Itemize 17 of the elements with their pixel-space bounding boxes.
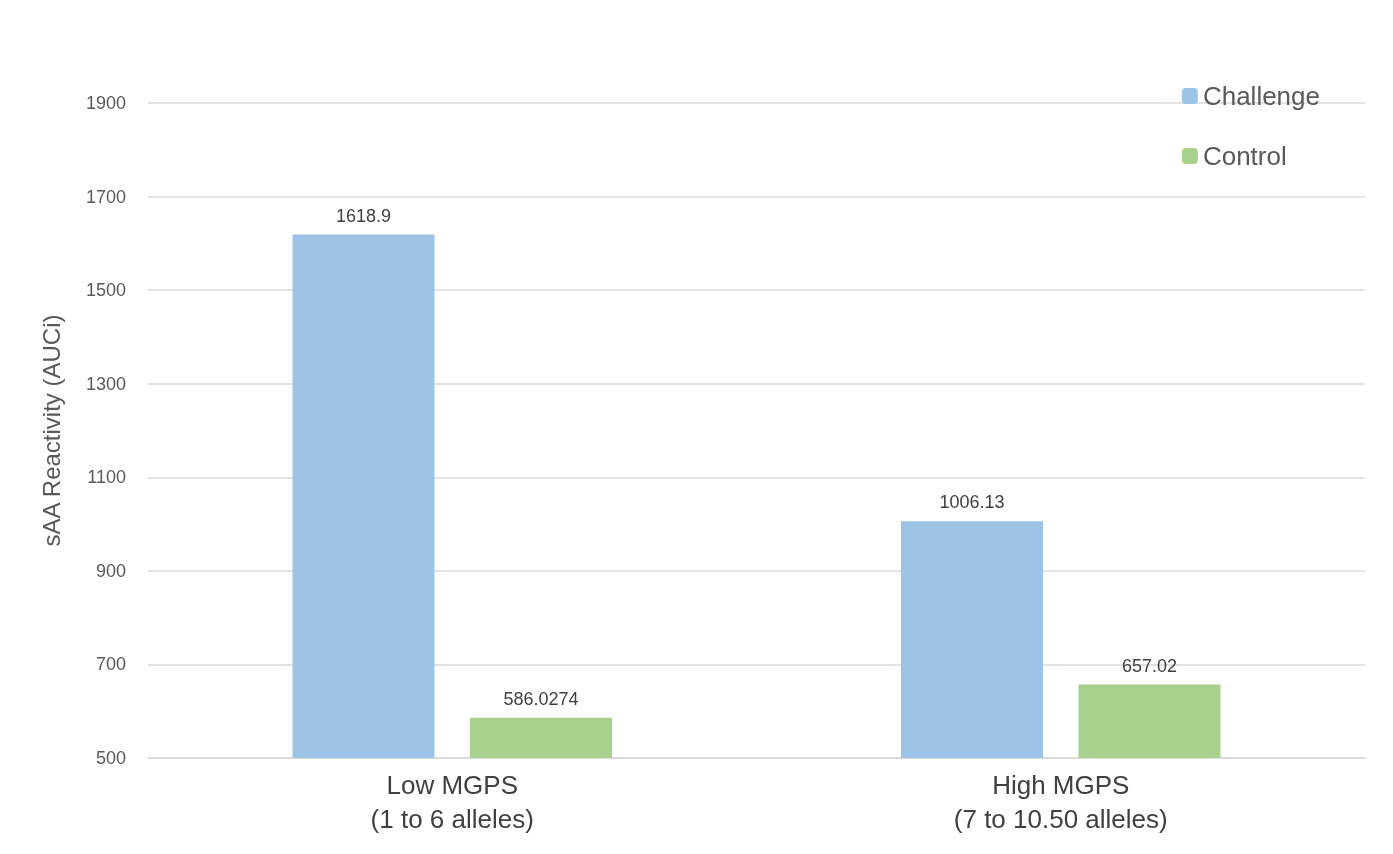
- y-tick-label: 1900: [85, 93, 126, 113]
- data-label: 1006.13: [939, 492, 1005, 513]
- x-tick-label: Low MGPS (1 to 6 alleles): [370, 770, 534, 834]
- y-axis-title: sAA Reactivity (AUCi): [37, 314, 65, 547]
- data-label: 1618.9: [335, 205, 392, 226]
- y-tick-label: 500: [95, 748, 126, 768]
- y-tick-label: 1700: [85, 186, 126, 207]
- data-label: 586.0274: [503, 688, 579, 709]
- data-label: 657.02: [1121, 655, 1178, 676]
- x-tick-label: High MGPS (7 to 10.50 alleles): [953, 770, 1168, 834]
- y-tick-label: 1300: [85, 373, 126, 394]
- y-tick-label: 900: [95, 560, 126, 581]
- y-tick-label: 1100: [87, 467, 126, 488]
- legend-label: Challenge: [1202, 81, 1320, 111]
- legend-label: Control: [1202, 141, 1287, 171]
- y-tick-label: 700: [95, 654, 126, 675]
- y-tick-label: 1500: [85, 280, 126, 301]
